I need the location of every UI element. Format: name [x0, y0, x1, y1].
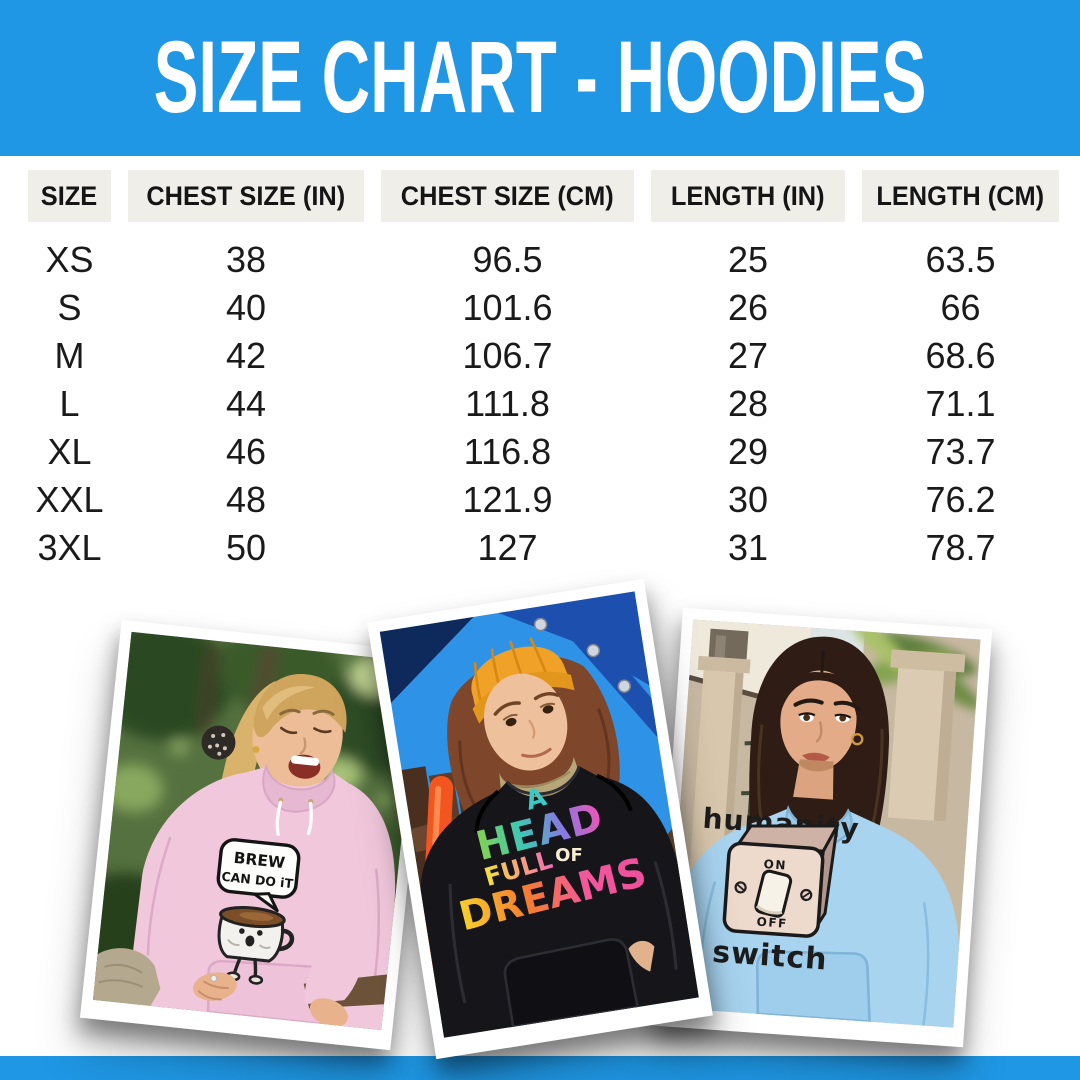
kangaroo-pocket	[755, 950, 871, 1024]
drawstring	[275, 800, 283, 837]
switch-off-label: OFF	[756, 915, 788, 931]
cell-chest-cm: 106.7	[462, 335, 553, 376]
kangaroo-pocket	[503, 938, 640, 1029]
cell-size: XS	[45, 239, 94, 280]
cell-length-in: 31	[727, 527, 769, 568]
drawstring	[306, 801, 313, 836]
cell-chest-in: 46	[225, 431, 267, 472]
size-table: SIZE CHEST SIZE (IN) CHEST SIZE (CM) LEN…	[28, 170, 1059, 572]
finger-ring	[210, 974, 218, 982]
hand-in-pocket	[628, 940, 655, 972]
cell-length-in: 27	[727, 335, 769, 376]
cell-chest-in: 42	[225, 335, 267, 376]
page-title: SIZE CHART - HOODIES	[153, 20, 927, 135]
table-header-cell-chest-cm: CHEST SIZE (CM)	[381, 170, 634, 222]
cell-chest-cm: 121.9	[462, 479, 553, 520]
cell-size: 3XL	[37, 527, 102, 568]
cell-size: M	[54, 335, 85, 376]
switch-on-label: ON	[763, 857, 787, 873]
cell-size: L	[59, 383, 80, 424]
cell-length-cm: 63.5	[925, 239, 996, 280]
cell-chest-in: 44	[225, 383, 267, 424]
cell-length-cm: 66	[940, 287, 981, 328]
col-label-chest-cm: CHEST SIZE (CM)	[401, 180, 614, 211]
cell-chest-cm: 127	[477, 527, 538, 568]
table-body: XS 38 96.5 25 63.5 S 40 101.6 26 66 M 42…	[28, 236, 1059, 572]
cell-chest-cm: 101.6	[462, 287, 553, 328]
brew-design: BREW CAN DO iT	[216, 838, 301, 985]
table-header-cell-length-in: LENGTH (IN)	[651, 170, 845, 222]
design-text-brew: BREW	[233, 849, 286, 872]
cell-length-in: 28	[727, 383, 769, 424]
col-label-chest-in: CHEST SIZE (IN)	[146, 180, 346, 211]
design-text-switch: switch	[711, 935, 829, 978]
black-hoodie	[420, 765, 699, 1038]
header-banner: SIZE CHART - HOODIES	[0, 0, 1080, 156]
black-hoodie-scene: A HEAD FULL OF DREAMS	[379, 591, 699, 1038]
design-text-of: OF	[555, 845, 583, 866]
cell-chest-in: 50	[225, 527, 267, 568]
cell-length-cm: 78.7	[925, 527, 996, 568]
table-header-cell-size: SIZE	[28, 170, 111, 222]
bottom-bar	[0, 1056, 1080, 1080]
cell-chest-in: 40	[225, 287, 267, 328]
photo-black-hoodie: A HEAD FULL OF DREAMS	[367, 578, 713, 1060]
cell-length-in: 25	[727, 239, 769, 280]
design-text-can-do-it: CAN DO iT	[221, 869, 294, 891]
cell-chest-in: 48	[225, 479, 267, 520]
cell-chest-in: 38	[225, 239, 267, 280]
cell-length-cm: 68.6	[925, 335, 996, 376]
cell-length-in: 29	[727, 431, 769, 472]
hair-scrunchie	[201, 725, 236, 760]
cell-chest-cm: 96.5	[472, 239, 543, 280]
humanity-switch-design: humanity ON OFF	[702, 802, 861, 978]
cell-chest-cm: 111.8	[465, 383, 550, 424]
cell-size: S	[57, 287, 82, 328]
foreground	[92, 916, 388, 1027]
blue-hoodie-scene: humanity ON OFF	[666, 619, 981, 1028]
cell-length-in: 26	[727, 287, 769, 328]
pink-hoodie-scene: BREW CAN DO iT	[92, 631, 420, 1031]
cell-length-cm: 73.7	[925, 431, 996, 472]
cell-size: XXL	[35, 479, 104, 520]
earring	[252, 746, 260, 753]
coffee-mug-graphic	[217, 906, 295, 985]
col-label-size: SIZE	[41, 180, 98, 211]
col-label-length-in: LENGTH (IN)	[671, 180, 825, 211]
switch-plate-graphic: ON OFF	[722, 824, 840, 938]
col-label-length-cm: LENGTH (CM)	[876, 180, 1045, 211]
cell-length-cm: 76.2	[925, 479, 996, 520]
hoop-earring	[851, 732, 864, 746]
cell-chest-cm: 116.8	[463, 431, 552, 472]
cell-length-cm: 71.1	[925, 383, 996, 424]
table-header-row: SIZE CHEST SIZE (IN) CHEST SIZE (CM) LEN…	[28, 170, 1059, 222]
table-header-cell-length-cm: LENGTH (CM)	[862, 170, 1059, 222]
cell-size: XL	[47, 431, 92, 472]
table-header-cell-chest-in: CHEST SIZE (IN)	[128, 170, 364, 222]
cell-length-in: 30	[727, 479, 769, 520]
